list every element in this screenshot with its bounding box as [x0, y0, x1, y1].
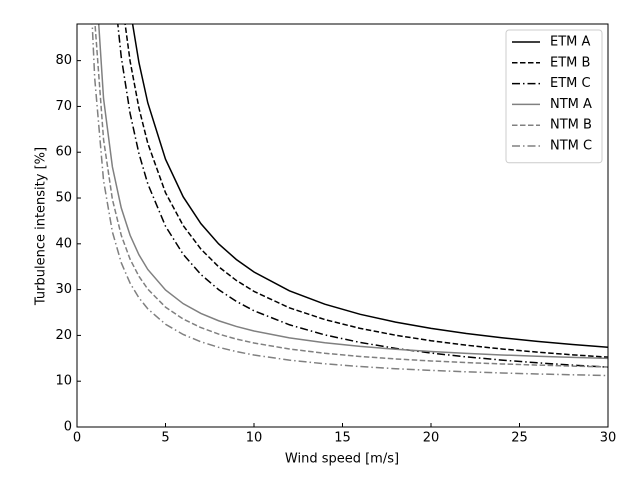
y-tick-label: 60: [55, 145, 72, 160]
y-tick-label: 30: [55, 282, 72, 297]
data-line: [131, 24, 608, 348]
legend-label: ETM C: [550, 76, 591, 91]
y-tick-label: 40: [55, 236, 72, 251]
legend-label: NTM C: [550, 139, 592, 154]
x-tick-label: 5: [161, 431, 169, 446]
y-tick-label: 70: [55, 99, 72, 114]
x-tick-label: 30: [600, 431, 617, 446]
x-tick-label: 15: [334, 431, 351, 446]
data-line: [117, 24, 608, 368]
x-tick-label: 25: [511, 431, 528, 446]
x-tick-label: 20: [423, 431, 440, 446]
data-line: [94, 24, 608, 368]
legend-label: NTM A: [550, 97, 592, 112]
data-line: [97, 24, 608, 360]
y-tick-label: 20: [55, 328, 72, 343]
y-tick-label: 50: [55, 191, 72, 206]
x-axis-label: Wind speed [m/s]: [285, 452, 399, 467]
y-tick-label: 10: [55, 374, 72, 389]
legend-label: NTM B: [550, 118, 592, 133]
y-tick-label: 80: [55, 53, 72, 68]
data-line: [91, 24, 608, 377]
legend-label: ETM A: [550, 35, 591, 50]
data-line: [124, 24, 608, 358]
y-axis-label: Turbulence intensity [%]: [34, 147, 49, 306]
y-tick-label: 0: [64, 420, 72, 435]
plot-lines: [91, 24, 608, 377]
legend-label: ETM B: [550, 55, 590, 70]
x-tick-label: 10: [246, 431, 263, 446]
x-tick-label: 0: [73, 431, 81, 446]
